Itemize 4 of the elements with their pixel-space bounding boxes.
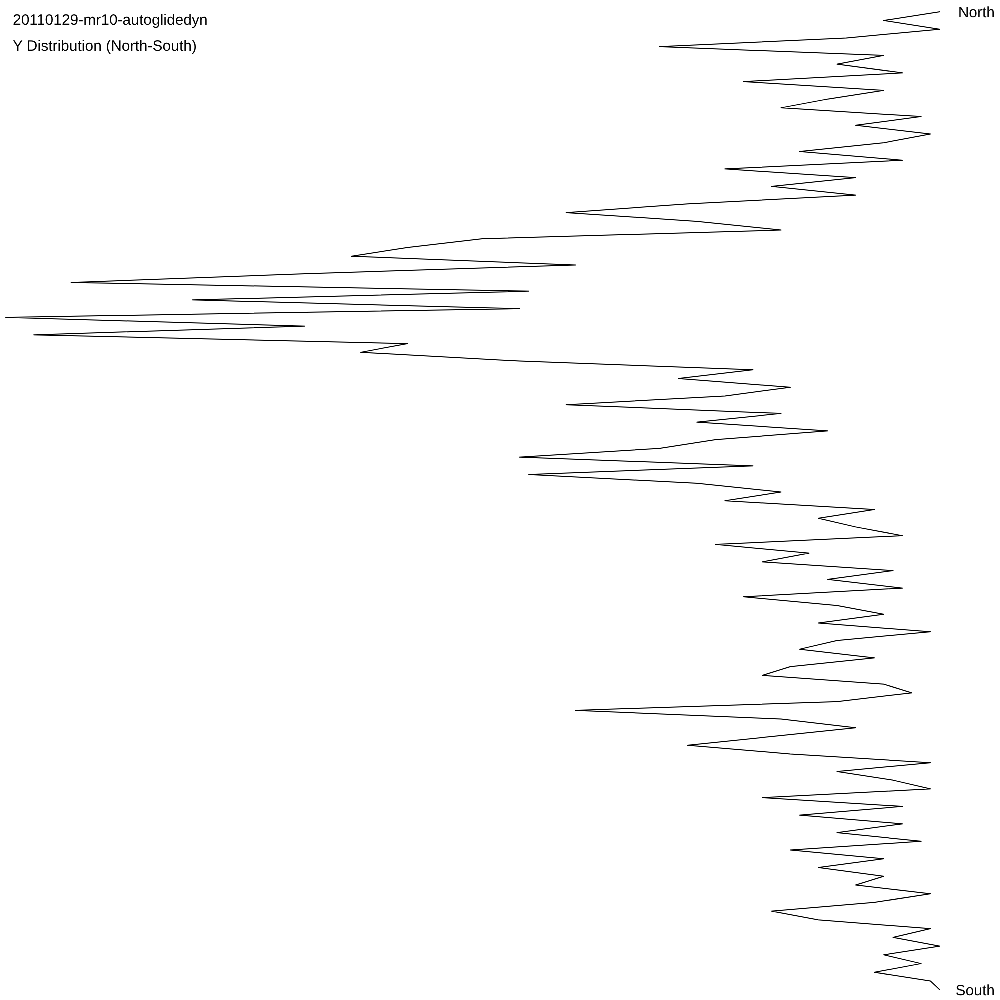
chart-title: 20110129-mr10-autoglidedyn [13,12,208,29]
text: Y Distribution (North-South) [13,38,197,55]
y-tick-label: North [958,4,995,22]
y-tick-label: South [956,982,995,1000]
